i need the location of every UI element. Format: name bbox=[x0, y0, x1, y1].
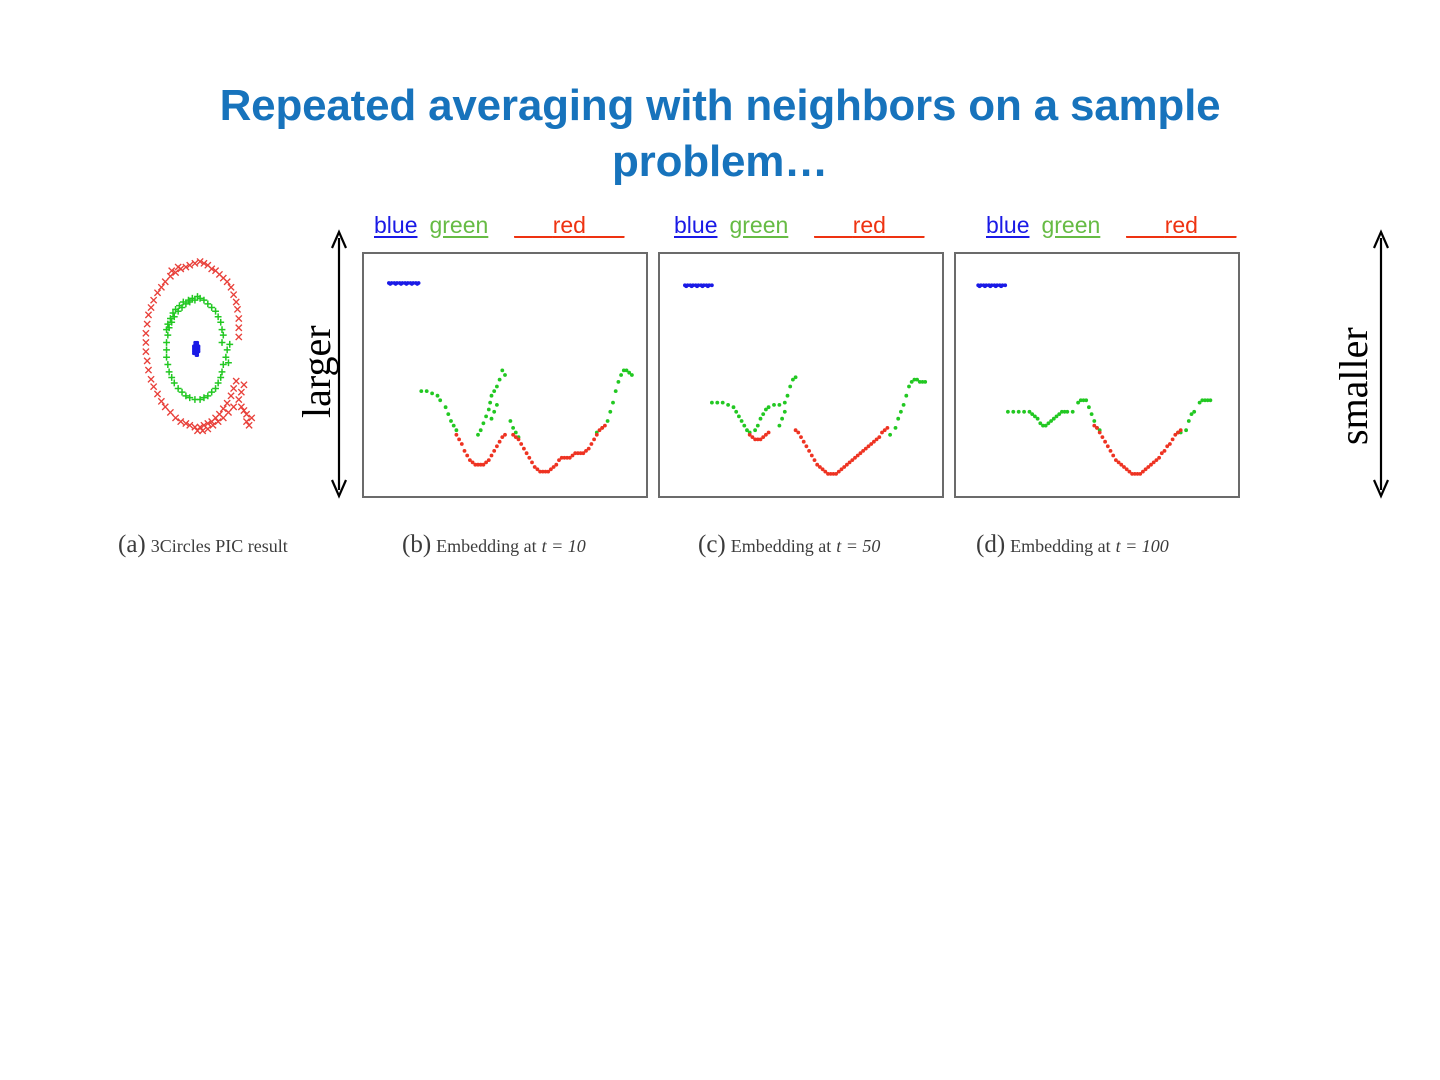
legend-green-label: green bbox=[1041, 212, 1101, 238]
legend-embedding-t10: blue green ___red___ bbox=[374, 212, 624, 244]
caption-letter: (d) bbox=[976, 531, 1006, 558]
legend-blue-label: blue bbox=[986, 212, 1030, 238]
caption-math: t = 10 bbox=[541, 536, 586, 556]
series-blue bbox=[976, 283, 1008, 289]
legend-red-label: ___red___ bbox=[514, 212, 625, 238]
legend-green-label: green bbox=[729, 212, 789, 238]
smaller-scale-arrow bbox=[1370, 228, 1392, 505]
smaller-label: smaller bbox=[1331, 327, 1376, 445]
larger-label: larger bbox=[294, 325, 339, 418]
caption-math: t = 100 bbox=[1115, 536, 1169, 556]
page-title: Repeated averaging with neighbors on a s… bbox=[219, 81, 1221, 187]
series-green bbox=[710, 375, 928, 437]
series-blue bbox=[683, 283, 714, 289]
caption-embedding-t100: (d) Embedding at t = 100 bbox=[976, 531, 1169, 559]
caption-math: t = 50 bbox=[836, 536, 881, 556]
series-red bbox=[142, 257, 256, 435]
series-blue bbox=[192, 340, 201, 357]
legend-blue-label: blue bbox=[674, 212, 718, 238]
caption-text: Embedding at bbox=[1010, 536, 1111, 556]
legend-red-label: ___red___ bbox=[814, 212, 925, 238]
caption-embedding-t10: (b) Embedding at t = 10 bbox=[402, 531, 586, 559]
series-red bbox=[747, 426, 890, 476]
caption-text: Embedding at bbox=[436, 536, 537, 556]
caption-letter: (c) bbox=[698, 531, 726, 558]
legend-blue-label: blue bbox=[374, 212, 418, 238]
larger-scale-arrow bbox=[328, 228, 350, 505]
legend-embedding-t100: blue green ___red___ bbox=[986, 212, 1236, 244]
three-circles-scatter-plot bbox=[125, 248, 270, 448]
series-red bbox=[1092, 423, 1183, 476]
legend-green-label: green bbox=[429, 212, 489, 238]
caption-embedding-t50: (c) Embedding at t = 50 bbox=[698, 531, 880, 559]
series-green bbox=[163, 293, 234, 403]
embedding-plot-t10 bbox=[362, 252, 648, 498]
embedding-plot-t100 bbox=[954, 252, 1240, 498]
caption-text: Embedding at bbox=[730, 536, 832, 556]
legend-red-label: ___red___ bbox=[1126, 212, 1237, 238]
caption-letter: (b) bbox=[402, 531, 432, 558]
embedding-plot-t50 bbox=[658, 252, 944, 498]
caption-text: 3Circles PIC result bbox=[150, 536, 288, 556]
caption-three-circles: (a) 3Circles PIC result bbox=[118, 531, 288, 559]
legend-embedding-t50: blue green ___red___ bbox=[674, 212, 924, 244]
series-blue bbox=[387, 281, 421, 286]
series-red bbox=[454, 423, 607, 474]
caption-letter: (a) bbox=[118, 531, 146, 558]
